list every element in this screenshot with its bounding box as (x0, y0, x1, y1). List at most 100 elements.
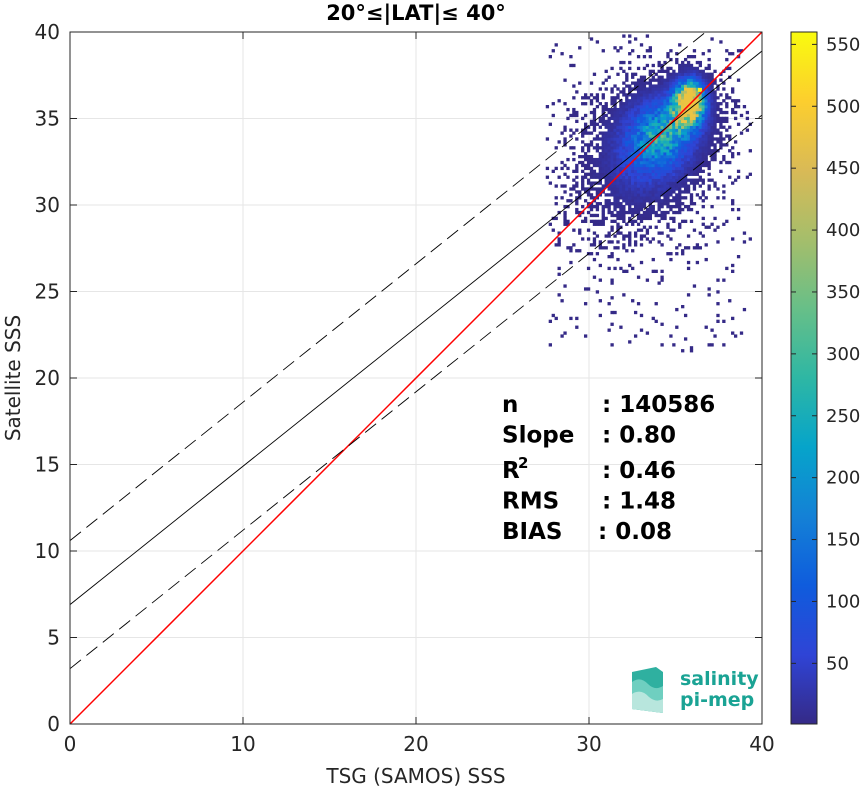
heat-cell (678, 96, 682, 100)
heat-cell (669, 152, 673, 156)
heat-cell (628, 205, 632, 209)
heat-cell (710, 37, 714, 41)
heat-cell (604, 78, 608, 82)
heat-cell (681, 90, 685, 94)
heat-cell (701, 234, 705, 238)
heat-cell (695, 152, 700, 156)
heat-cell (681, 175, 685, 179)
heat-cell (648, 225, 652, 229)
heat-cell (695, 72, 700, 76)
heat-cell (657, 143, 661, 147)
heat-cell (598, 131, 602, 135)
heat-cell (689, 181, 694, 185)
heat-cell (672, 181, 676, 185)
heat-cell (710, 140, 714, 144)
heat-cell (686, 113, 691, 118)
heat-cell (636, 228, 641, 232)
heat-cell (736, 78, 741, 82)
heat-cell (631, 72, 635, 76)
heat-cell (654, 113, 658, 118)
heat-cell (572, 146, 576, 150)
heat-cell (619, 175, 623, 179)
heat-cell (625, 105, 629, 109)
heat-cell (636, 213, 641, 218)
heat-cell (654, 225, 658, 229)
heat-cell (616, 163, 620, 168)
heat-cell (675, 175, 679, 179)
heat-cell (660, 205, 664, 209)
heat-cell (636, 152, 641, 156)
heat-cell (554, 202, 558, 206)
heat-cell (695, 113, 700, 118)
colorbar-tick-label: 550 (826, 34, 860, 55)
heat-cell (631, 113, 635, 118)
heat-cell (666, 137, 670, 141)
heat-cell (607, 122, 611, 126)
heat-cell (607, 75, 611, 79)
heat-cell (636, 149, 641, 153)
heat-cell (631, 175, 635, 179)
heat-cell (689, 87, 694, 91)
heat-cell (642, 113, 647, 118)
heat-cell (589, 157, 594, 162)
heat-cell (613, 149, 617, 153)
heat-cell (698, 90, 702, 94)
heat-cell (675, 193, 679, 197)
heat-cell (654, 184, 658, 188)
heat-cell (622, 199, 626, 203)
heat-cell (619, 155, 623, 159)
heat-cell (633, 172, 638, 176)
heat-cell (604, 157, 608, 162)
heat-cell (592, 119, 597, 124)
heat-cell (710, 222, 714, 226)
heat-cell (563, 125, 567, 129)
heat-cell (604, 246, 608, 250)
heat-cell (628, 125, 632, 129)
heat-cell (622, 219, 626, 224)
heat-cell (660, 231, 664, 235)
heat-cell (675, 128, 679, 132)
heat-cell (654, 107, 658, 112)
heat-cell (692, 131, 697, 135)
heat-cell (683, 178, 688, 182)
heat-cell (589, 207, 594, 212)
heat-cell (719, 78, 723, 82)
heat-cell (645, 99, 650, 103)
heat-cell (710, 134, 714, 138)
heat-cell (707, 343, 711, 347)
heat-cell (681, 75, 685, 79)
heat-cell (622, 155, 626, 159)
heat-cell (569, 63, 573, 68)
heat-cell (601, 149, 605, 153)
heat-cell (581, 116, 585, 121)
heat-cell (651, 143, 655, 147)
heat-cell (669, 257, 673, 262)
heat-cell (666, 69, 670, 74)
heat-cell (548, 222, 552, 226)
heat-cell (731, 237, 735, 241)
heat-cell (607, 266, 611, 271)
heat-cell (681, 69, 685, 74)
heat-cell (613, 157, 617, 162)
heat-cell (660, 243, 664, 247)
stat-label: RMS (502, 489, 559, 515)
heat-cell (681, 169, 685, 174)
heat-cell (707, 163, 711, 168)
heat-cell (598, 193, 602, 197)
heat-cell (628, 131, 632, 135)
heat-cell (633, 210, 638, 215)
heat-cell (645, 184, 650, 188)
heat-cell (563, 219, 567, 224)
heat-cell (657, 187, 661, 191)
heat-cell (695, 122, 700, 126)
heat-cell (636, 113, 641, 118)
heat-cell (731, 110, 735, 115)
heat-cell (739, 131, 744, 135)
heat-cell (716, 187, 720, 191)
heat-cell (733, 140, 738, 144)
heat-cell (678, 181, 682, 185)
heat-cell (583, 216, 588, 221)
heat-cell (692, 149, 697, 153)
heat-cell (707, 152, 711, 156)
heat-cell (678, 169, 682, 174)
